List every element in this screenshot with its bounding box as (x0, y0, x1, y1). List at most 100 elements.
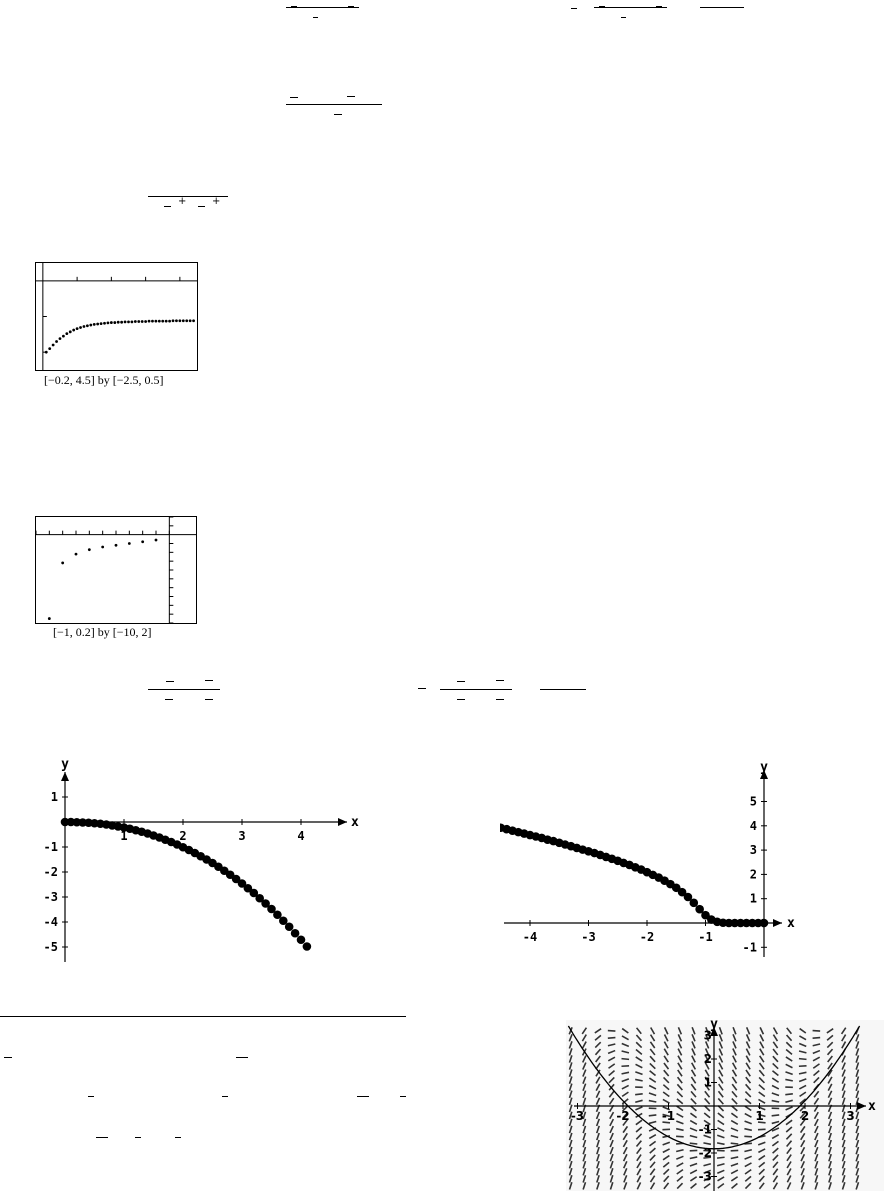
slope-mark (718, 1034, 723, 1042)
slope-mark (786, 1140, 793, 1148)
slope-mark (704, 1055, 710, 1063)
slope-mark (798, 1071, 807, 1075)
x-axis-arrow (773, 919, 782, 927)
slope-mark (582, 1083, 587, 1092)
slope-mark (582, 1076, 587, 1084)
slope-mark (855, 1048, 860, 1056)
slope-mark (855, 1083, 860, 1092)
slope-mark (676, 1120, 684, 1125)
slope-mark (582, 1097, 587, 1106)
slope-mark (814, 1167, 819, 1176)
slope-mark (812, 1056, 821, 1062)
slope-mark (841, 1160, 846, 1169)
data-point (157, 319, 161, 323)
slope-mark (785, 1099, 793, 1104)
data-point (114, 543, 118, 547)
slope-mark (635, 1048, 643, 1055)
slope-mark (596, 1167, 600, 1176)
slope-mark (689, 1169, 698, 1175)
slope-mark (690, 1083, 697, 1091)
slope-mark (568, 1125, 573, 1134)
slope-mark (718, 1069, 724, 1077)
data-point (82, 325, 86, 328)
slope-mark (800, 1167, 805, 1176)
slope-mark (676, 1105, 684, 1112)
slope-mark (855, 1146, 860, 1155)
slope-mark (663, 1055, 670, 1063)
slope-mark (663, 1027, 669, 1035)
data-point (48, 347, 52, 350)
data-point (164, 319, 168, 323)
slope-mark (703, 1169, 711, 1175)
slope-mark (758, 1168, 766, 1176)
slope-mark (785, 1078, 793, 1082)
slope-mark (704, 1076, 710, 1084)
slope-mark (568, 1139, 573, 1148)
slope-mark (662, 1168, 670, 1176)
slope-mark (827, 1076, 833, 1084)
calculator-caption-1: [−0.2, 4.5] by [−2.5, 0.5] (44, 373, 164, 387)
slope-mark (744, 1098, 752, 1105)
slope-mark (582, 1153, 587, 1162)
data-point (243, 883, 253, 893)
data-point (154, 538, 158, 542)
slope-mark (676, 1182, 684, 1190)
slope-mark (622, 1160, 628, 1169)
slope-mark (609, 1146, 614, 1155)
slope-mark (690, 1105, 697, 1112)
slope-mark (621, 1091, 629, 1098)
data-point (44, 350, 48, 354)
slope-mark (730, 1176, 739, 1182)
slope-mark (703, 1142, 712, 1146)
slope-mark (772, 1175, 779, 1183)
y-tick-label: -3 (699, 1170, 712, 1184)
slope-mark (717, 1169, 725, 1175)
slope-mark (581, 1034, 587, 1042)
x-axis-label: x (351, 815, 359, 830)
slope-mark (813, 1111, 819, 1120)
slope-mark (745, 1076, 752, 1084)
slope-mark (691, 1026, 696, 1035)
slope-mark (841, 1034, 847, 1042)
slope-mark (828, 1139, 832, 1148)
slope-mark (716, 1162, 725, 1167)
slope-mark (855, 1167, 860, 1176)
slope-mark (704, 1041, 710, 1049)
slope-mark (812, 1049, 821, 1055)
slope-mark (745, 1055, 751, 1063)
slope-mark (621, 1035, 629, 1041)
slope-mark (744, 1135, 752, 1138)
slope-mark (635, 1078, 643, 1082)
x-tick-label: -3 (581, 930, 595, 944)
data-point (87, 548, 91, 552)
slope-mark (623, 1175, 628, 1183)
slope-mark (771, 1092, 780, 1097)
slope-mark (758, 1091, 766, 1098)
slope-mark (841, 1174, 846, 1183)
slope-mark (703, 1162, 712, 1167)
slope-mark (648, 1133, 657, 1140)
data-point (237, 879, 247, 888)
slope-mark (758, 1175, 765, 1183)
slope-mark (622, 1146, 628, 1155)
slope-mark (677, 1055, 683, 1063)
slope-mark (758, 1062, 765, 1070)
data-point (130, 320, 134, 324)
slope-mark (827, 1118, 833, 1127)
data-point (120, 320, 124, 324)
slope-mark (717, 1112, 725, 1119)
slope-mark (636, 1147, 642, 1155)
slope-mark (704, 1048, 710, 1056)
slope-mark (690, 1098, 697, 1105)
slope-mark (785, 1071, 793, 1076)
slope-mark (676, 1098, 684, 1105)
slope-mark (828, 1125, 833, 1134)
slope-mark (827, 1097, 833, 1106)
slope-mark (690, 1076, 697, 1084)
slope-mark (730, 1112, 739, 1119)
slope-mark (730, 1156, 739, 1160)
slope-mark (649, 1154, 656, 1161)
data-point (175, 319, 178, 323)
slope-mark (855, 1153, 860, 1162)
slope-mark (649, 1055, 656, 1063)
